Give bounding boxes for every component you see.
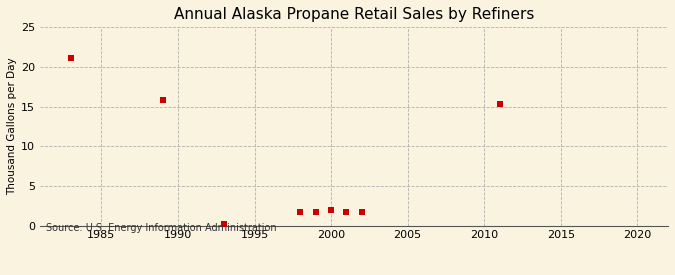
Point: [157, 98, 168, 102]
Point: [494, 102, 505, 106]
Point: [341, 210, 352, 214]
Point: [295, 210, 306, 214]
Point: [310, 210, 321, 214]
Point: [65, 56, 76, 60]
Y-axis label: Thousand Gallons per Day: Thousand Gallons per Day: [7, 57, 17, 195]
Text: Source: U.S. Energy Information Administration: Source: U.S. Energy Information Administ…: [47, 223, 277, 233]
Point: [219, 222, 230, 226]
Title: Annual Alaska Propane Retail Sales by Refiners: Annual Alaska Propane Retail Sales by Re…: [174, 7, 535, 22]
Point: [356, 210, 367, 214]
Point: [326, 208, 337, 213]
